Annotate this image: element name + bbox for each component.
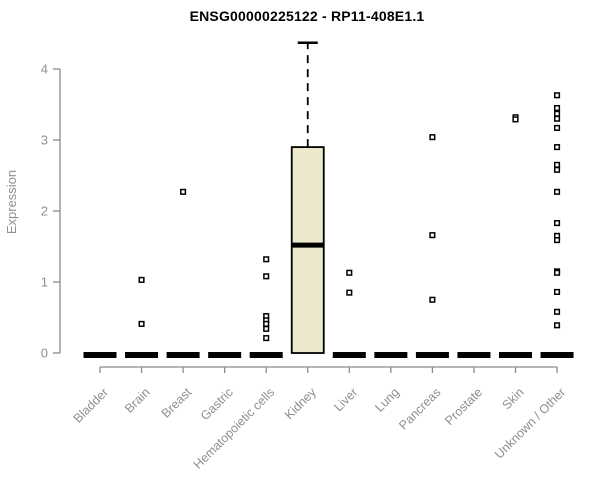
outlier-point-unknown-other bbox=[554, 115, 561, 122]
y-tick-label: 1 bbox=[41, 275, 48, 290]
x-tick-label-kidney: Kidney bbox=[282, 385, 319, 422]
outlier-point-unknown-other bbox=[554, 237, 561, 244]
outlier-point-unknown-other bbox=[554, 124, 561, 131]
outlier-point-pancreas bbox=[429, 296, 436, 303]
x-tick-label-skin: Skin bbox=[500, 385, 527, 412]
y-tick-label: 2 bbox=[41, 204, 48, 219]
y-tick-label: 4 bbox=[41, 62, 48, 77]
collapsed-box-unknown-other bbox=[540, 352, 574, 358]
chart-title: ENSG00000225122 - RP11-408E1.1 bbox=[189, 8, 425, 24]
collapsed-box-hematopoietic-cells bbox=[249, 352, 283, 358]
x-tick-label-unknown-other: Unknown / Other bbox=[492, 385, 568, 461]
outlier-point-unknown-other bbox=[554, 269, 561, 276]
box-kidney bbox=[290, 146, 325, 354]
x-tick-label-breast: Breast bbox=[159, 385, 195, 421]
outlier-point-pancreas bbox=[429, 232, 436, 239]
y-tick-label: 3 bbox=[41, 133, 48, 148]
collapsed-box-skin bbox=[499, 352, 532, 358]
x-tick-label-lung: Lung bbox=[372, 385, 402, 415]
outlier-point-unknown-other bbox=[554, 161, 561, 168]
outlier-point-unknown-other bbox=[554, 166, 561, 173]
collapsed-box-gastric bbox=[208, 352, 242, 358]
outlier-point-skin bbox=[512, 116, 519, 123]
outlier-point-unknown-other bbox=[554, 220, 561, 227]
collapsed-box-liver bbox=[332, 352, 366, 358]
outlier-point-hematopoietic-cells bbox=[263, 335, 270, 342]
outlier-point-unknown-other bbox=[554, 92, 561, 99]
outlier-point-hematopoietic-cells bbox=[263, 325, 270, 332]
outlier-point-brain bbox=[138, 320, 145, 327]
outlier-point-unknown-other bbox=[554, 322, 561, 329]
outlier-point-liver bbox=[346, 289, 353, 296]
collapsed-box-prostate bbox=[457, 352, 491, 358]
collapsed-box-lung bbox=[374, 352, 408, 358]
x-tick-label-pancreas: Pancreas bbox=[396, 385, 443, 432]
x-tick-label-prostate: Prostate bbox=[442, 385, 485, 428]
x-tick-label-brain: Brain bbox=[122, 385, 153, 416]
outlier-point-hematopoietic-cells bbox=[263, 256, 270, 263]
collapsed-box-brain bbox=[125, 352, 159, 358]
outlier-point-unknown-other bbox=[554, 110, 561, 117]
y-tick-label: 0 bbox=[41, 346, 48, 361]
outlier-point-unknown-other bbox=[554, 188, 561, 195]
x-tick-label-liver: Liver bbox=[331, 385, 360, 414]
outlier-point-unknown-other bbox=[554, 308, 561, 315]
outlier-point-unknown-other bbox=[554, 288, 561, 295]
x-tick-label-bladder: Bladder bbox=[71, 385, 111, 425]
x-tick-label-gastric: Gastric bbox=[198, 385, 236, 423]
outlier-point-liver bbox=[346, 269, 353, 276]
collapsed-box-breast bbox=[166, 352, 200, 358]
outlier-point-breast bbox=[180, 188, 187, 195]
outlier-point-unknown-other bbox=[554, 105, 561, 112]
outlier-point-unknown-other bbox=[554, 144, 561, 151]
outlier-point-brain bbox=[138, 276, 145, 283]
outlier-point-pancreas bbox=[429, 134, 436, 141]
collapsed-box-bladder bbox=[83, 352, 117, 358]
outlier-point-hematopoietic-cells bbox=[263, 320, 270, 327]
collapsed-box-pancreas bbox=[415, 352, 449, 358]
outlier-point-hematopoietic-cells bbox=[263, 273, 270, 280]
x-tick-label-hematopoietic-cells: Hematopoietic cells bbox=[191, 385, 278, 472]
